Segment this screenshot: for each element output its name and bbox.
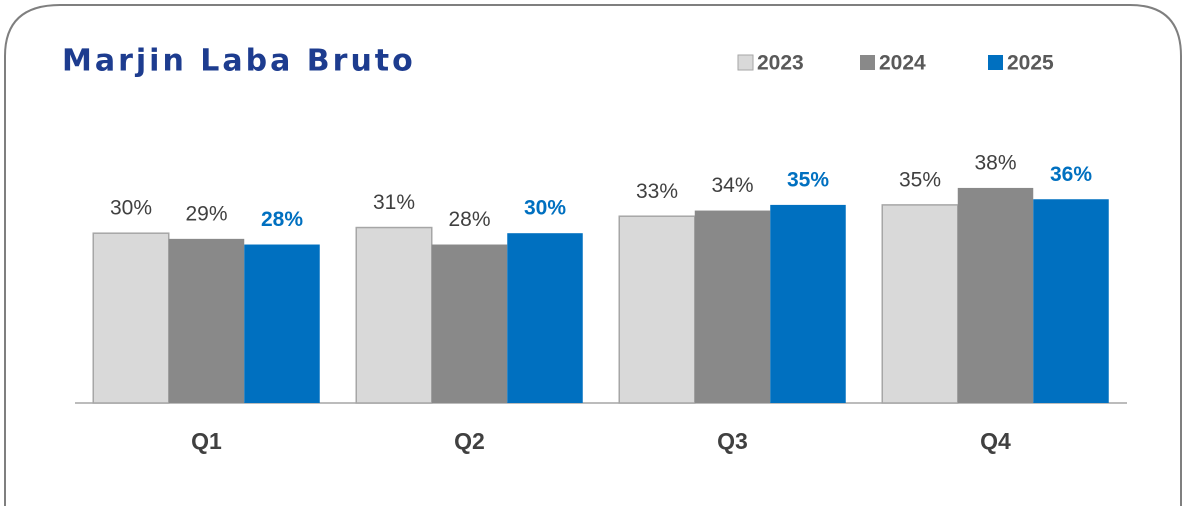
data-label: 31% bbox=[373, 191, 415, 214]
x-tick-label: Q2 bbox=[454, 428, 485, 454]
data-label: 30% bbox=[110, 197, 152, 220]
data-label: 38% bbox=[974, 151, 1016, 174]
legend-label: 2023 bbox=[757, 52, 804, 75]
legend-label: 2024 bbox=[879, 52, 926, 75]
legend-label: 2025 bbox=[1007, 52, 1054, 75]
chart-title: Marjin Laba Bruto bbox=[62, 44, 416, 79]
bar bbox=[1033, 199, 1109, 403]
bar bbox=[431, 244, 508, 403]
legend-swatch bbox=[988, 55, 1003, 70]
x-tick-label: Q1 bbox=[191, 428, 222, 454]
data-label: 35% bbox=[787, 168, 829, 191]
data-label: 35% bbox=[899, 168, 941, 191]
frame bbox=[4, 4, 1182, 506]
bar bbox=[92, 232, 170, 404]
data-label: 28% bbox=[261, 208, 303, 231]
bar bbox=[168, 238, 245, 403]
data-label: 30% bbox=[524, 197, 566, 220]
bar bbox=[957, 187, 1034, 403]
data-label: 28% bbox=[448, 208, 490, 231]
data-label: 36% bbox=[1050, 163, 1092, 186]
data-label: 34% bbox=[711, 174, 753, 197]
bar bbox=[694, 210, 771, 403]
data-label: 33% bbox=[636, 180, 678, 203]
bar bbox=[355, 226, 433, 404]
legend-swatch bbox=[737, 54, 754, 71]
bar bbox=[244, 244, 320, 403]
x-tick-label: Q4 bbox=[980, 428, 1011, 454]
bar bbox=[618, 215, 696, 404]
bar bbox=[507, 233, 583, 403]
x-tick-label: Q3 bbox=[717, 428, 748, 454]
legend-swatch bbox=[860, 55, 875, 70]
bar bbox=[881, 204, 959, 404]
bar bbox=[770, 204, 846, 403]
data-label: 29% bbox=[185, 202, 227, 225]
